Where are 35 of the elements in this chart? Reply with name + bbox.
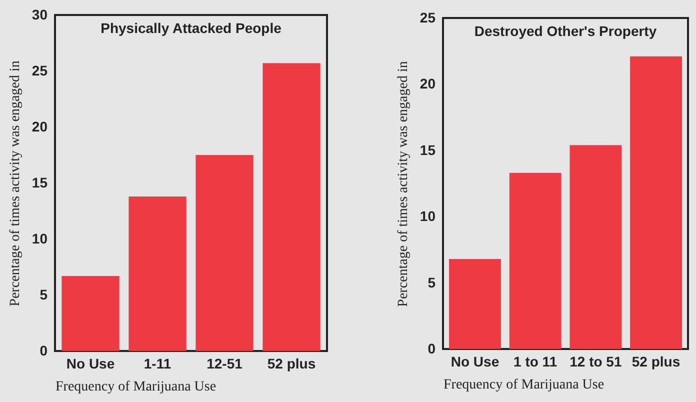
y-tick-label: 15 (32, 174, 48, 190)
y-tick-label: 0 (428, 340, 436, 356)
bar (449, 258, 501, 349)
bar (262, 63, 320, 351)
y-axis-title: Percentage of times activity was engaged in (8, 60, 23, 306)
x-tick-label: 1 to 11 (514, 354, 558, 370)
bar (630, 56, 682, 349)
x-tick-label: 12 to 51 (570, 354, 622, 370)
bar (128, 196, 186, 351)
y-tick-label: 10 (420, 208, 436, 224)
y-tick-label: 30 (32, 6, 48, 22)
x-tick-label: No Use (450, 354, 500, 370)
y-axis-title: Percentage of times activity was engaged in (396, 61, 411, 307)
bar (509, 172, 562, 349)
y-tick-label: 25 (420, 10, 436, 26)
y-tick-label: 5 (40, 286, 48, 302)
y-tick-label: 25 (32, 62, 48, 78)
y-tick-label: 20 (420, 76, 436, 92)
x-axis-title: Frequency of Marijuana Use (56, 380, 216, 394)
x-tick-label: 52 plus (632, 354, 680, 370)
chart-title: Physically Attacked People (100, 20, 282, 36)
chart-title: Destroyed Other's Property (474, 23, 657, 39)
y-tick-label: 0 (40, 342, 48, 358)
y-tick-label: 20 (32, 118, 48, 134)
y-tick-label: 5 (428, 274, 436, 290)
x-tick-label: 52 plus (267, 356, 316, 372)
bar (570, 145, 622, 349)
y-tick-label: 15 (420, 142, 436, 158)
x-tick-label: No Use (66, 356, 115, 372)
bar (62, 276, 120, 351)
y-tick-label: 10 (32, 230, 48, 246)
x-tick-label: 1-11 (144, 356, 172, 372)
x-axis-title: Frequency of Marijuana Use (444, 378, 604, 392)
bar (196, 155, 254, 351)
x-tick-label: 12-51 (206, 356, 243, 372)
